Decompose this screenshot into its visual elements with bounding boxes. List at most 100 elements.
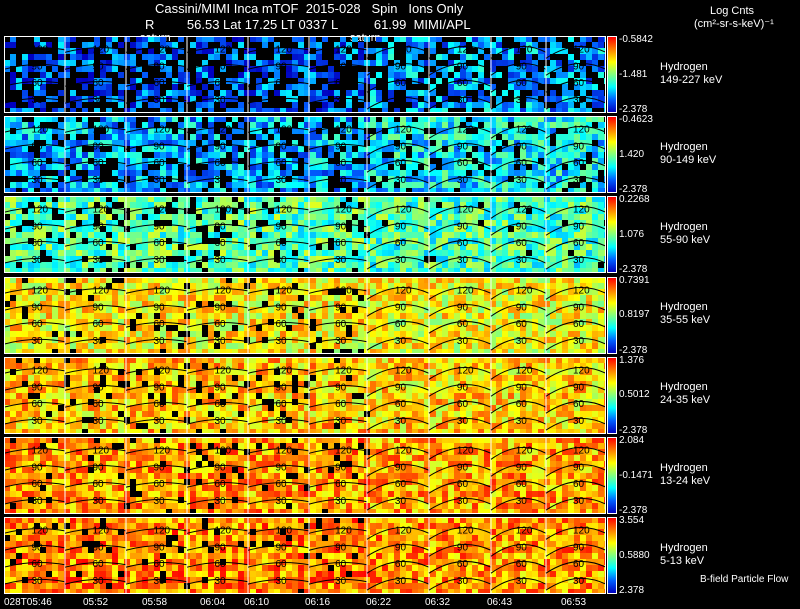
heatmap-cell [430, 306, 436, 313]
heatmap-cell [376, 102, 382, 108]
heatmap-cell [40, 66, 46, 72]
heatmap-cell [202, 140, 208, 147]
heatmap-cell [10, 268, 16, 274]
heatmap-cell [592, 164, 598, 171]
heatmap-cell [496, 36, 502, 42]
heatmap-cell [442, 72, 448, 78]
heatmap-cell [556, 122, 562, 129]
heatmap-cell [106, 116, 112, 123]
heatmap-cell [226, 196, 232, 203]
heatmap-cell [538, 36, 544, 42]
heatmap-cell [64, 342, 70, 349]
heatmap-cell [478, 312, 484, 319]
heatmap-cell [334, 312, 340, 319]
heatmap-cell [340, 256, 346, 263]
heatmap-cell [556, 336, 562, 343]
contour-line [428, 286, 492, 300]
heatmap-cell [310, 176, 316, 183]
heatmap-cell [538, 208, 544, 215]
heatmap-cell [112, 220, 118, 227]
heatmap-cell [484, 214, 490, 221]
heatmap-cell [316, 152, 322, 159]
heatmap-cell [430, 134, 436, 141]
heatmap-cell [304, 256, 310, 263]
heatmap-cell [238, 300, 244, 307]
heatmap-cell [334, 208, 340, 215]
heatmap-cell [400, 134, 406, 141]
heatmap-cell [592, 244, 598, 251]
heatmap-cell [478, 244, 484, 251]
heatmap-cell [64, 256, 70, 263]
heatmap-cell [160, 152, 166, 159]
heatmap-cell [418, 306, 424, 313]
heatmap-cell [136, 336, 142, 343]
heatmap-cell [256, 176, 262, 183]
heatmap-cell [346, 170, 352, 177]
heatmap-cell [448, 66, 454, 72]
heatmap-cell [418, 268, 424, 274]
heatmap-cell [436, 250, 442, 257]
heatmap-cell [106, 152, 112, 159]
heatmap-cell [442, 268, 448, 274]
heatmap-cell [214, 164, 220, 171]
heatmap-cell [394, 256, 400, 263]
heatmap-cell [580, 66, 586, 72]
heatmap-cell [586, 108, 592, 113]
heatmap-cell [106, 78, 112, 84]
heatmap-cell [58, 356, 64, 363]
heatmap-cell [16, 152, 22, 159]
heatmap-cell [268, 306, 274, 313]
heatmap-cell [532, 122, 538, 129]
heatmap-cell [496, 182, 502, 189]
heatmap-cell [316, 42, 322, 48]
heatmap-cell [106, 128, 112, 135]
heatmap-cell [58, 262, 64, 269]
heatmap-cell [358, 72, 364, 78]
heatmap-cell [166, 116, 172, 123]
heatmap-cell [460, 208, 466, 215]
contour-line [186, 287, 249, 294]
contour-line [125, 287, 188, 294]
heatmap-cell [52, 318, 58, 325]
heatmap-cell [508, 102, 514, 108]
heatmap-cell [208, 48, 214, 54]
heatmap-cell [160, 108, 166, 113]
heatmap-cell [94, 36, 100, 42]
heatmap-cell [28, 374, 34, 381]
heatmap-cell [556, 348, 562, 354]
heatmap-cell [478, 262, 484, 269]
heatmap-cell [238, 108, 244, 113]
heatmap-cell [556, 72, 562, 78]
heatmap-cell [370, 348, 376, 354]
heatmap-cell [460, 300, 466, 307]
heatmap-cell [46, 374, 52, 381]
heatmap-cell [322, 368, 328, 375]
heatmap-cell [424, 214, 430, 221]
heatmap-cell [436, 288, 442, 295]
heatmap-cell [472, 262, 478, 269]
heatmap-cell [220, 140, 226, 147]
heatmap-cell [580, 116, 586, 123]
heatmap-cell [280, 288, 286, 295]
heatmap-cell [346, 282, 352, 289]
heatmap-cell [76, 324, 82, 331]
heatmap-cell [526, 188, 532, 194]
heatmap-cell [232, 108, 238, 113]
contour-label: 120 [573, 205, 590, 216]
heatmap-cell [502, 134, 508, 141]
heatmap-cell [544, 208, 550, 215]
heatmap-cell [490, 256, 496, 263]
contour-line [490, 223, 547, 237]
heatmap-cell [256, 78, 262, 84]
heatmap-cell [214, 282, 220, 289]
heatmap-cell [322, 182, 328, 189]
heatmap-cell [262, 214, 268, 221]
heatmap-cell [514, 128, 520, 135]
heatmap-cell [310, 276, 316, 283]
heatmap-cell [178, 288, 184, 295]
heatmap-cell [478, 282, 484, 289]
heatmap-cell [448, 288, 454, 295]
heatmap-cell [178, 348, 184, 354]
heatmap-cell [484, 232, 490, 239]
heatmap-cell [46, 330, 52, 337]
